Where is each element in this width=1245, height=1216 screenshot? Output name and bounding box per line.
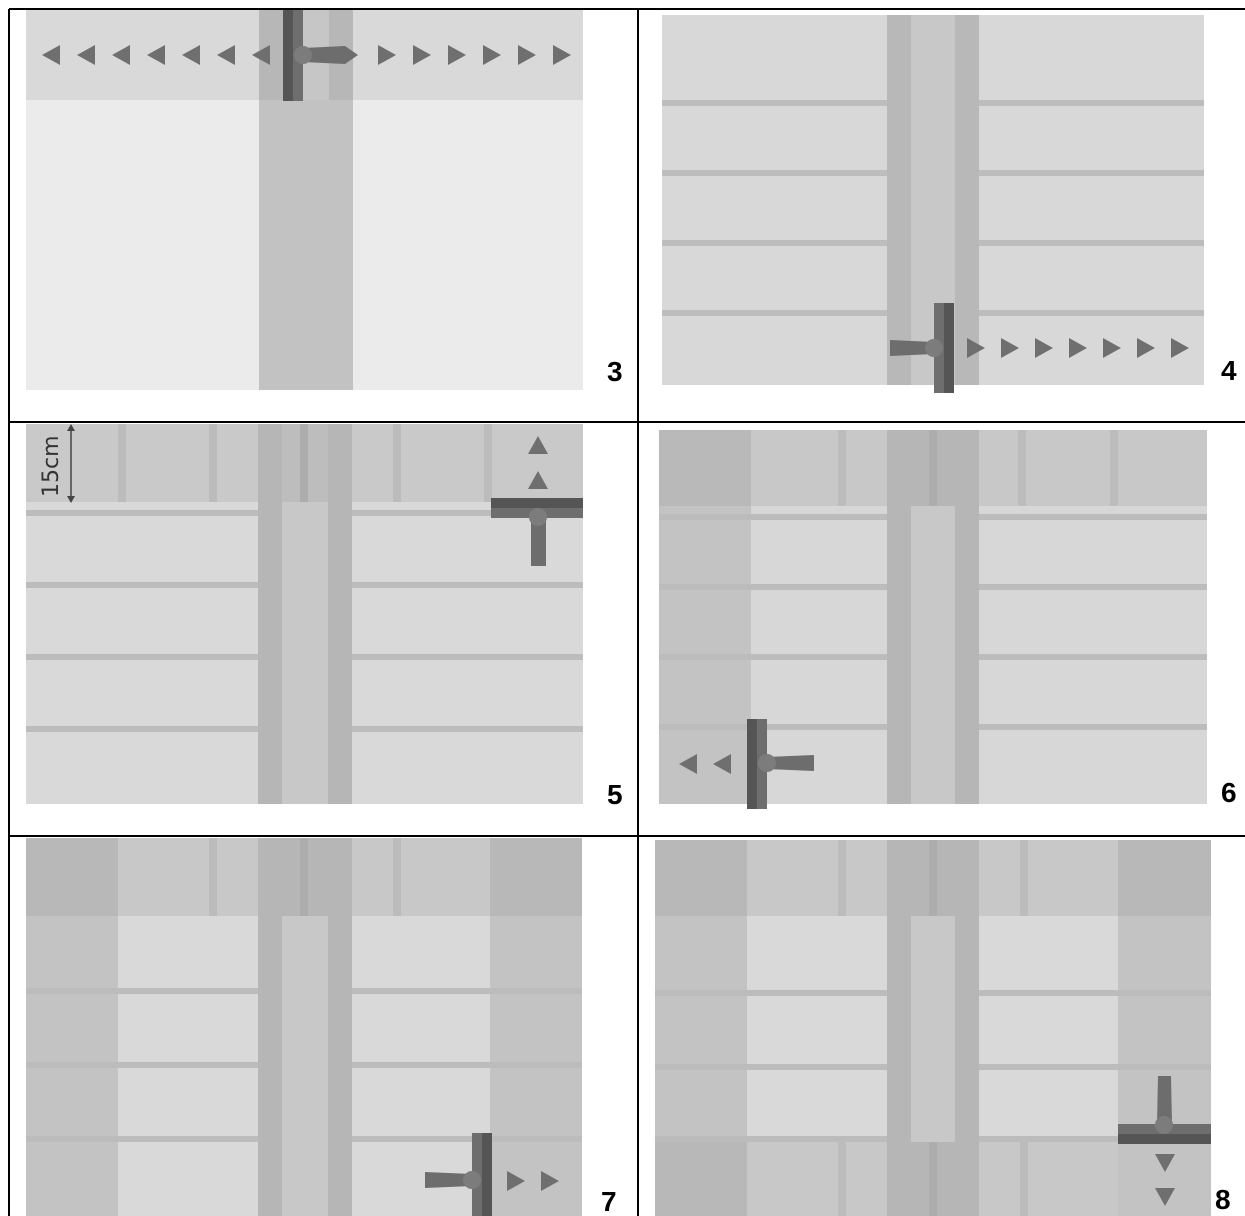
panel-6 <box>659 430 1207 809</box>
direction-arrow-icon <box>42 45 270 65</box>
direction-arrow-icon <box>1155 1154 1175 1206</box>
measure-label: 15cm <box>39 435 64 497</box>
direction-arrow-icon <box>507 1171 559 1191</box>
panel-4 <box>662 15 1204 393</box>
vehicle-tool-icon <box>1118 1076 1211 1144</box>
vehicle-tool-icon <box>491 498 583 566</box>
vehicle-tool-icon <box>283 10 358 101</box>
direction-arrow-icon <box>528 436 548 489</box>
panel-4-label: 4 <box>1221 355 1237 386</box>
panel-8-label: 8 <box>1215 1184 1231 1215</box>
panel-3 <box>26 10 583 390</box>
panel-6-label: 6 <box>1221 777 1237 808</box>
grid-lines <box>8 8 1245 1216</box>
panel-5-label: 5 <box>607 779 623 810</box>
panel-3-label: 3 <box>607 356 623 387</box>
direction-arrow-icon <box>967 338 1189 358</box>
panel-7-label: 7 <box>601 1186 617 1216</box>
height-measure <box>67 424 75 503</box>
direction-arrow-icon <box>378 45 571 65</box>
vehicle-tool-icon <box>747 719 814 809</box>
vehicle-tool-icon <box>890 303 954 393</box>
panel-8 <box>655 840 1211 1216</box>
panel-7 <box>26 838 582 1216</box>
vehicle-tool-icon <box>425 1133 492 1216</box>
direction-arrow-icon <box>679 754 731 774</box>
panel-5: 15cm <box>26 424 583 804</box>
